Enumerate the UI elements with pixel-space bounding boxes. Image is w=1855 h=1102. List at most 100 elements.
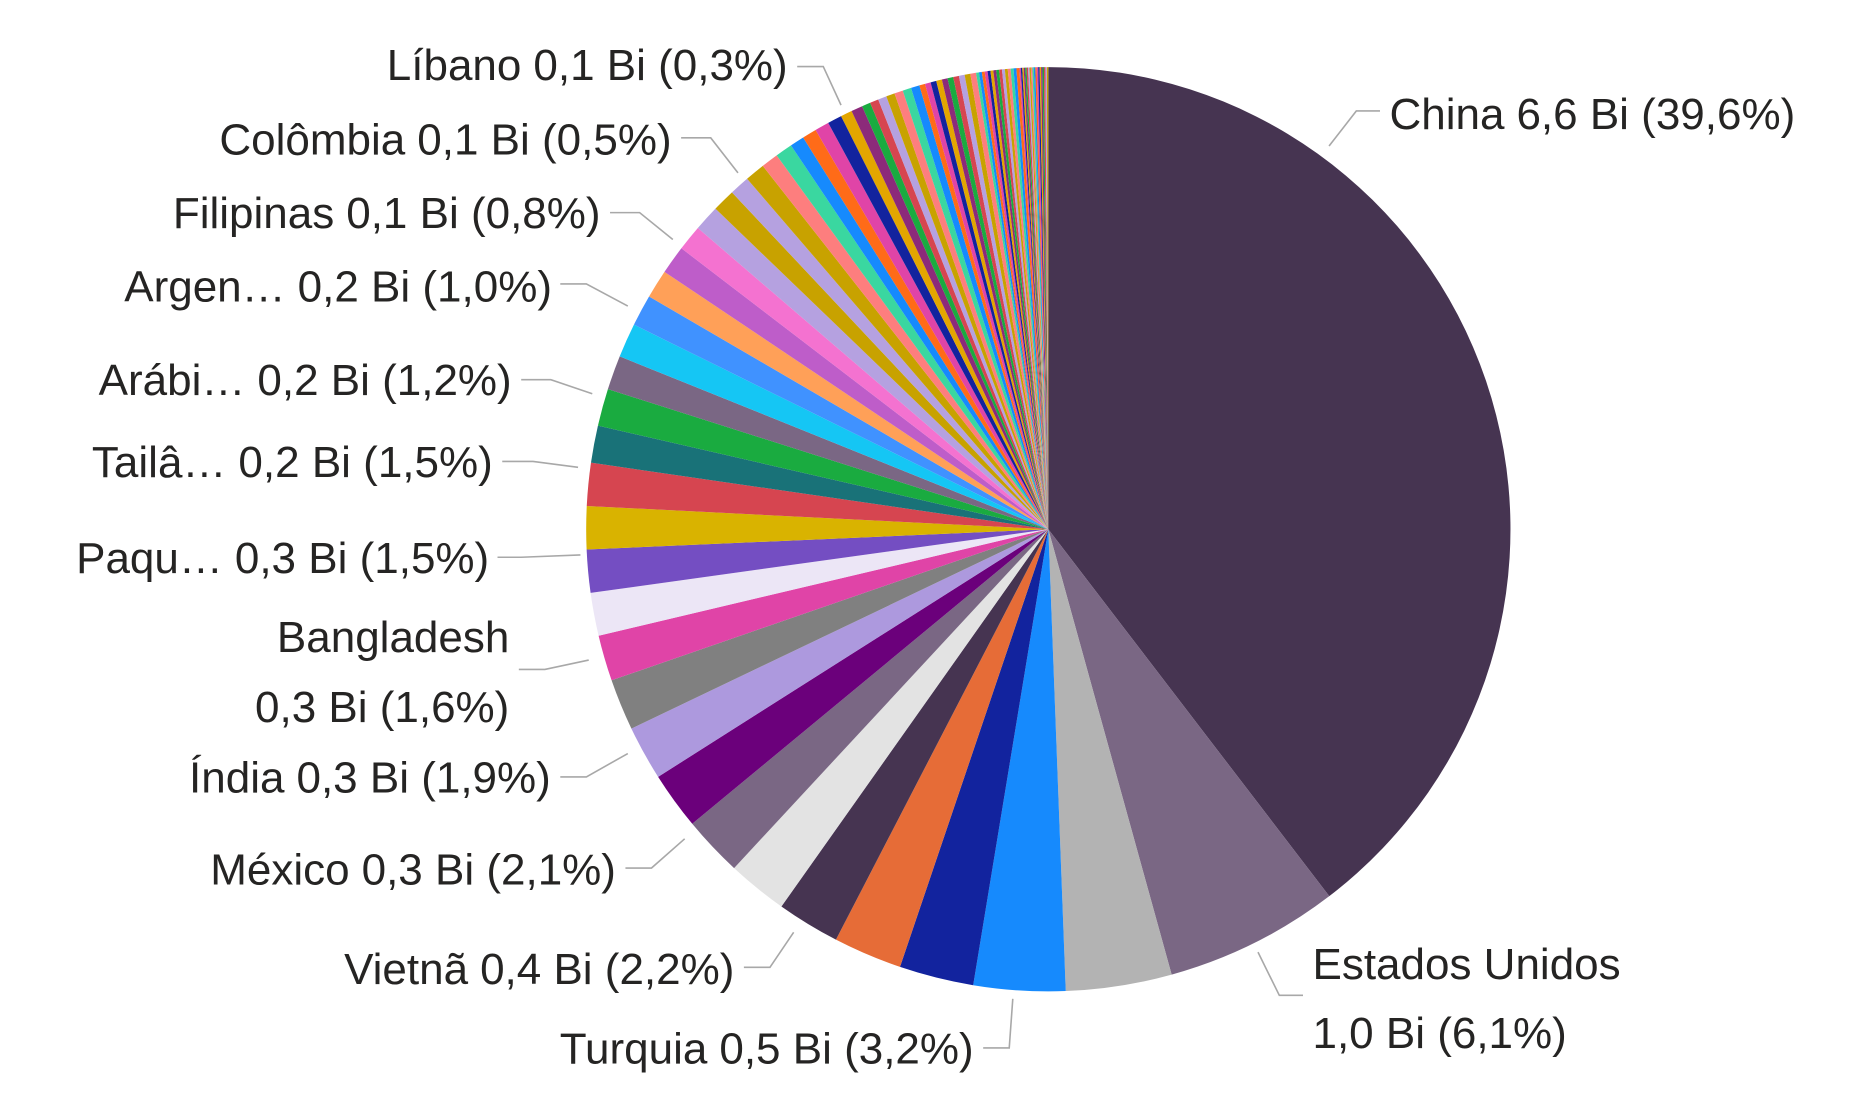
pie-slice bbox=[586, 506, 1049, 550]
pie-slice bbox=[958, 74, 1049, 530]
pie-slice bbox=[1028, 67, 1049, 530]
slice-value-label: 0,3 Bi (1,6%) bbox=[255, 683, 509, 732]
pie-slice bbox=[1036, 67, 1049, 530]
pie-slice bbox=[1013, 68, 1049, 530]
pie-slice bbox=[1019, 67, 1049, 530]
slice-label: Arábi… 0,2 Bi (1,2%) bbox=[99, 356, 512, 405]
pie-slice bbox=[1032, 67, 1049, 530]
pie-slice bbox=[828, 116, 1049, 530]
slice-category: Líbano bbox=[387, 40, 522, 89]
slice-category: China bbox=[1389, 89, 1504, 138]
pie-slice bbox=[1048, 529, 1330, 975]
pie-slice bbox=[762, 155, 1049, 530]
pie-slice bbox=[987, 70, 1049, 530]
slice-label: Índia 0,3 Bi (1,9%) bbox=[189, 753, 551, 802]
slice-value-label: 0,4 Bi (2,2%) bbox=[480, 945, 734, 994]
slice-label: Líbano 0,1 Bi (0,3%) bbox=[387, 40, 788, 89]
pie-slice bbox=[781, 529, 1049, 940]
pie-slice bbox=[993, 70, 1049, 530]
pie-slice bbox=[790, 137, 1049, 530]
leader-line bbox=[521, 378, 593, 395]
pie-slice bbox=[697, 208, 1049, 530]
pie-slice bbox=[1026, 67, 1049, 530]
pie-slice bbox=[862, 102, 1049, 530]
leader-line bbox=[625, 838, 686, 869]
pie-slice bbox=[619, 324, 1049, 530]
leader-line bbox=[560, 752, 629, 778]
pie-slice bbox=[930, 80, 1049, 530]
leader-line bbox=[502, 460, 579, 469]
leader-line bbox=[983, 998, 1014, 1049]
slice-value-label: 0,2 Bi (1,2%) bbox=[257, 356, 511, 405]
pie-slice bbox=[597, 389, 1049, 530]
slice-value-label: 0,5 Bi (3,2%) bbox=[719, 1024, 973, 1073]
leader-line bbox=[610, 211, 674, 241]
pie-slice bbox=[981, 71, 1049, 530]
pie-slice bbox=[776, 145, 1049, 530]
pie-slice bbox=[902, 87, 1049, 530]
pie-slice bbox=[964, 73, 1049, 530]
slice-category: Arábi… bbox=[99, 356, 246, 405]
pie-slice bbox=[1046, 67, 1049, 530]
pie-slice bbox=[1010, 68, 1049, 530]
pie-slice bbox=[1022, 67, 1049, 530]
pie-slice bbox=[664, 248, 1049, 530]
slice-category: Filipinas bbox=[173, 189, 334, 238]
pie-slice bbox=[1048, 529, 1172, 992]
pie-slice bbox=[1007, 68, 1049, 530]
leader-line bbox=[518, 659, 589, 671]
slice-category: Paqu… bbox=[76, 533, 223, 582]
pie-slice bbox=[607, 356, 1049, 530]
slice-category: México bbox=[210, 845, 349, 894]
pie-slice bbox=[1025, 67, 1049, 530]
slice-category: Vietnã bbox=[344, 945, 468, 994]
slice-label: Turquia 0,5 Bi (3,2%) bbox=[560, 1024, 974, 1073]
pie-slice bbox=[1029, 67, 1049, 530]
slice-value-label: 0,1 Bi (0,8%) bbox=[346, 189, 600, 238]
slice-value-label: 1,0 Bi (6,1%) bbox=[1312, 1009, 1566, 1058]
slice-value-label: 6,6 Bi (39,6%) bbox=[1516, 89, 1795, 138]
slice-value-label: 0,2 Bi (1,0%) bbox=[298, 262, 552, 311]
pie-slice bbox=[586, 462, 1049, 530]
leader-line bbox=[797, 65, 842, 106]
slice-label: Paqu… 0,3 Bi (1,5%) bbox=[76, 533, 489, 582]
pie-slice bbox=[1043, 67, 1049, 530]
slice-label: México 0,3 Bi (2,1%) bbox=[210, 845, 616, 894]
pie-slice bbox=[590, 425, 1049, 530]
slice-value-label: 0,1 Bi (0,5%) bbox=[417, 115, 671, 164]
pie-slice bbox=[936, 79, 1049, 530]
pie-slice bbox=[984, 71, 1049, 530]
pie-slice bbox=[1042, 67, 1049, 530]
leader-line bbox=[1328, 110, 1380, 147]
pie-slice bbox=[841, 111, 1049, 530]
leader-line bbox=[743, 931, 795, 969]
slice-value-label: 0,2 Bi (1,5%) bbox=[238, 438, 492, 487]
pie-slice bbox=[1023, 67, 1049, 530]
pie-slice bbox=[924, 82, 1049, 530]
pie-slice bbox=[1001, 69, 1049, 530]
pie-slice bbox=[1004, 68, 1049, 530]
slice-label: Vietnã 0,4 Bi (2,2%) bbox=[344, 945, 734, 994]
pie-slice bbox=[731, 178, 1049, 530]
pie-slice bbox=[734, 529, 1049, 907]
pie-slice bbox=[815, 122, 1049, 530]
pie-slice bbox=[692, 529, 1049, 869]
slice-label: Tailâ… 0,2 Bi (1,5%) bbox=[92, 438, 493, 487]
slice-value-label: 0,3 Bi (1,5%) bbox=[235, 533, 489, 582]
pie-slice bbox=[1038, 67, 1049, 530]
slice-category: Colômbia bbox=[219, 115, 405, 164]
pie-slice bbox=[894, 90, 1049, 530]
pie-slice bbox=[1045, 67, 1049, 530]
pie-slice bbox=[803, 129, 1049, 530]
pie-slice bbox=[658, 529, 1049, 824]
pie-slice bbox=[878, 96, 1049, 530]
pie-slice bbox=[953, 75, 1049, 530]
pie-slice bbox=[681, 227, 1049, 530]
pie-slice bbox=[1020, 67, 1049, 530]
slice-value-label: 0,3 Bi (1,9%) bbox=[296, 753, 550, 802]
pie-slice bbox=[1039, 67, 1049, 530]
pie-slice bbox=[999, 69, 1049, 530]
slice-label: Colômbia 0,1 Bi (0,5%) bbox=[219, 115, 671, 164]
pie-slice bbox=[1035, 67, 1049, 530]
